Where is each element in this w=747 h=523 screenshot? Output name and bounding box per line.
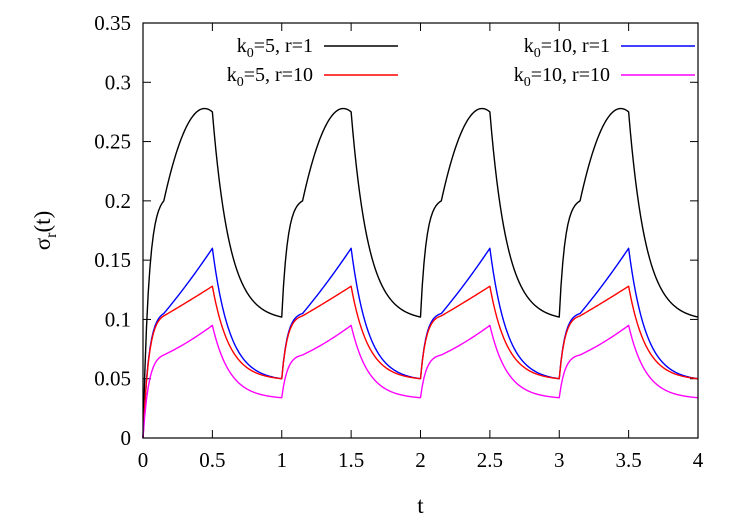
series-line — [142, 247, 699, 439]
y-tick-label: 0.1 — [105, 307, 131, 331]
series-line — [142, 107, 699, 439]
x-axis-title: t — [417, 493, 424, 518]
series-line — [142, 285, 699, 439]
x-tick-label: 0 — [138, 448, 149, 472]
y-tick-label: 0 — [121, 426, 132, 450]
legend-label: k0=10, r=1 — [524, 35, 610, 61]
y-tick-label: 0.35 — [94, 11, 131, 35]
y-tick-label: 0.2 — [105, 189, 131, 213]
y-tick-label: 0.15 — [94, 248, 131, 272]
y-axis-title-tail: (t) — [30, 211, 55, 233]
x-tick-label: 3 — [554, 448, 565, 472]
x-tick-label: 2.5 — [477, 448, 503, 472]
x-tick-label: 0.5 — [199, 448, 225, 472]
y-axis-title-main: σ — [30, 237, 55, 250]
series-group — [142, 107, 699, 439]
y-tick-labels: 0 0.05 0.1 0.15 0.2 0.25 0.3 0.35 — [94, 11, 131, 450]
x-tick-label: 1 — [277, 448, 288, 472]
y-tick-label: 0.05 — [94, 367, 131, 391]
legend: k0=5, r=1 k0=10, r=1 k0=5, r=10 k0=10, r=10 — [227, 35, 695, 90]
legend-label: k0=5, r=1 — [237, 35, 313, 61]
x-tick-labels: 0 0.5 1 1.5 2 2.5 3 3.5 4 — [138, 448, 704, 472]
series-line — [142, 324, 699, 439]
y-tick-label: 0.3 — [105, 70, 131, 94]
x-tick-label: 3.5 — [616, 448, 642, 472]
x-tick-label: 4 — [693, 448, 704, 472]
legend-label: k0=10, r=10 — [514, 64, 610, 90]
y-tick-label: 0.25 — [94, 130, 131, 154]
y-axis-title: σr(t) — [30, 211, 60, 250]
legend-label: k0=5, r=10 — [227, 64, 313, 90]
x-tick-label: 1.5 — [338, 448, 364, 472]
y-axis-title-sub: r — [43, 232, 60, 238]
plot-frame — [142, 22, 699, 439]
x-tick-label: 2 — [415, 448, 426, 472]
